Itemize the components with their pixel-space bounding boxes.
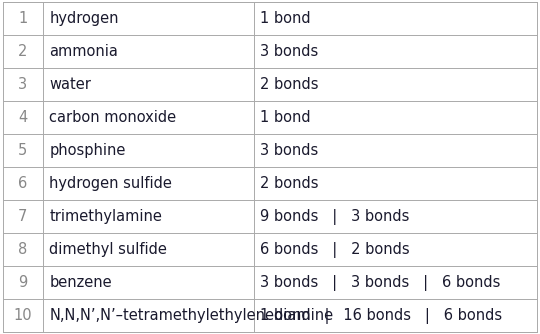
Text: 10: 10 [14,308,32,323]
Text: 3: 3 [18,77,28,92]
Text: phosphine: phosphine [49,143,126,158]
Text: dimethyl sulfide: dimethyl sulfide [49,242,167,257]
Text: water: water [49,77,91,92]
Text: 6: 6 [18,176,28,191]
Text: hydrogen sulfide: hydrogen sulfide [49,176,172,191]
Text: 2: 2 [18,44,28,59]
Text: 3 bonds: 3 bonds [260,143,319,158]
Text: 1 bond: 1 bond [260,110,311,125]
Text: 5: 5 [18,143,28,158]
Text: 9: 9 [18,275,28,290]
Text: 3 bonds   |   3 bonds   |   6 bonds: 3 bonds | 3 bonds | 6 bonds [260,275,501,291]
Text: 2 bonds: 2 bonds [260,77,319,92]
Text: 7: 7 [18,209,28,224]
Text: 1 bond   |   16 bonds   |   6 bonds: 1 bond | 16 bonds | 6 bonds [260,308,503,324]
Text: carbon monoxide: carbon monoxide [49,110,177,125]
Text: 8: 8 [18,242,28,257]
Text: 6 bonds   |   2 bonds: 6 bonds | 2 bonds [260,242,410,258]
Text: 4: 4 [18,110,28,125]
Text: hydrogen: hydrogen [49,11,119,26]
Text: 3 bonds: 3 bonds [260,44,319,59]
Text: 1: 1 [18,11,28,26]
Text: 9 bonds   |   3 bonds: 9 bonds | 3 bonds [260,209,410,224]
Text: ammonia: ammonia [49,44,118,59]
Text: trimethylamine: trimethylamine [49,209,162,224]
Text: N,N,N’,N’–tetramethylethylenediamine: N,N,N’,N’–tetramethylethylenediamine [49,308,333,323]
Text: 2 bonds: 2 bonds [260,176,319,191]
Text: 1 bond: 1 bond [260,11,311,26]
Text: benzene: benzene [49,275,112,290]
